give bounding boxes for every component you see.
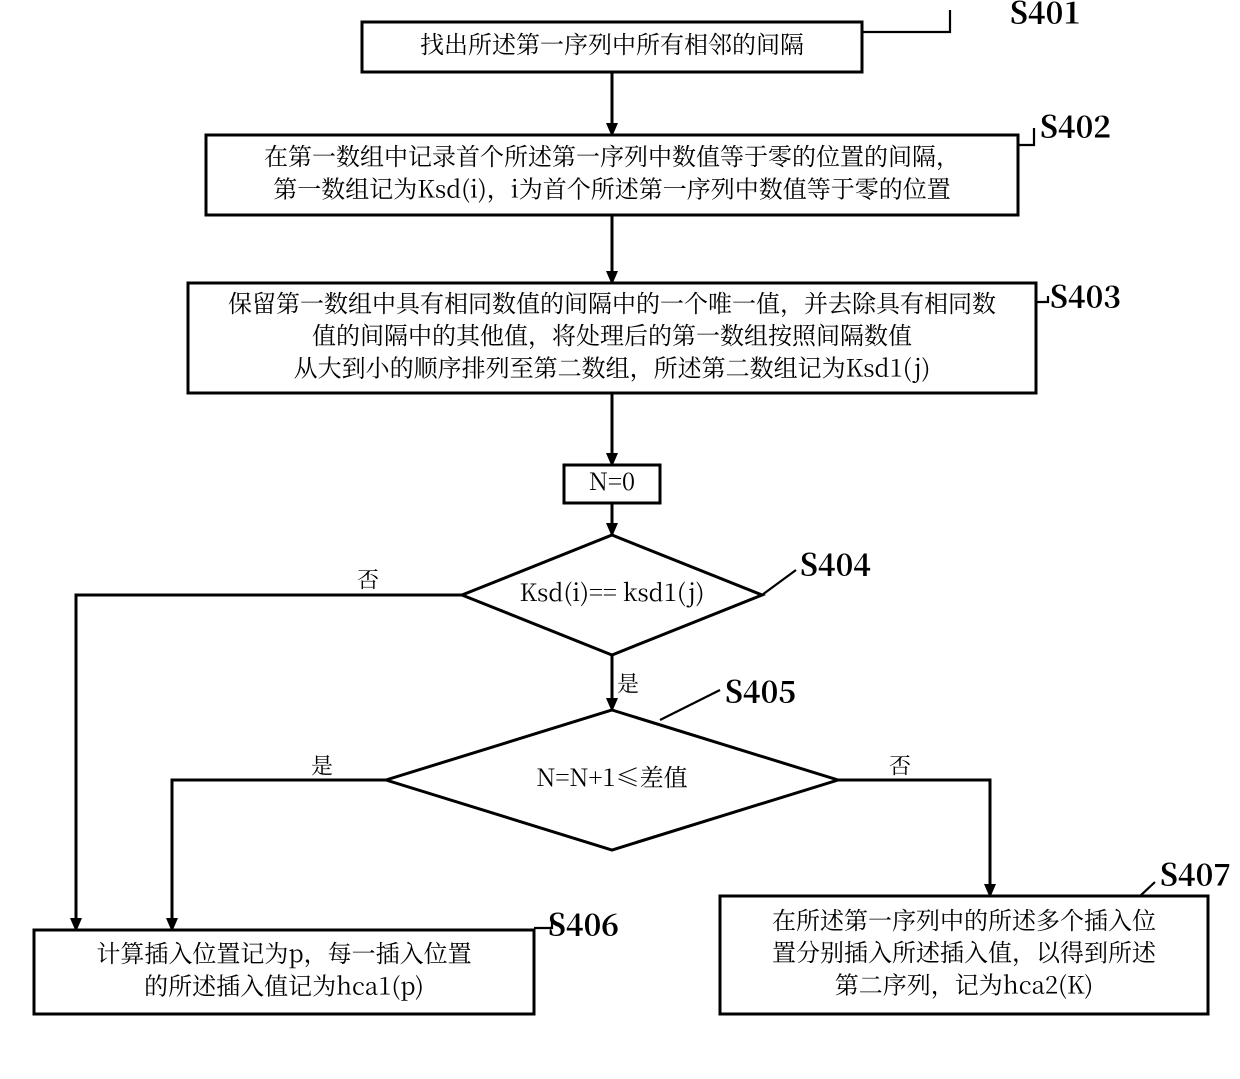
node-text: 找出所述第一序列中所有相邻的间隔 bbox=[420, 25, 804, 60]
flow-node-s406: 计算插入位置记为p，每一插入位置的所述插入值记为hca1(p) bbox=[34, 930, 534, 1014]
edge-label: 是 bbox=[311, 750, 333, 781]
step-label: S405 bbox=[725, 668, 796, 712]
leader-line bbox=[1018, 128, 1034, 145]
node-text: Ksd(i)== ksd1(j) bbox=[520, 573, 705, 608]
node-text: 第一数组记为Ksd(i)，i为首个所述第一序列中数值等于零的位置 bbox=[273, 169, 950, 204]
leader-line bbox=[862, 10, 950, 32]
node-text: 计算插入位置记为p，每一插入位置 bbox=[96, 934, 471, 969]
flow-node-s404: Ksd(i)== ksd1(j) bbox=[462, 535, 762, 655]
flow-edge bbox=[172, 780, 386, 930]
step-label: S401 bbox=[1010, 0, 1081, 33]
leader-line bbox=[1036, 296, 1048, 302]
step-label: S403 bbox=[1050, 273, 1121, 317]
node-text: 的所述插入值记为hca1(p) bbox=[144, 966, 424, 1001]
node-text: 保留第一数组中具有相同数值的间隔中的一个唯一值，并去除具有相同数 bbox=[228, 284, 996, 319]
leader-line bbox=[660, 690, 720, 720]
flow-node-s401: 找出所述第一序列中所有相邻的间隔 bbox=[362, 22, 862, 72]
leader-line bbox=[1140, 882, 1155, 896]
step-label: S406 bbox=[548, 901, 619, 945]
flow-node-s402: 在第一数组中记录首个所述第一序列中数值等于零的位置的间隔，第一数组记为Ksd(i… bbox=[206, 135, 1018, 215]
node-text: 在第一数组中记录首个所述第一序列中数值等于零的位置的间隔， bbox=[264, 137, 960, 172]
flowchart-canvas: 找出所述第一序列中所有相邻的间隔在第一数组中记录首个所述第一序列中数值等于零的位… bbox=[0, 0, 1240, 1079]
node-text: 第二序列，记为hca2(K) bbox=[835, 966, 1093, 1001]
step-label: S402 bbox=[1040, 103, 1111, 147]
edge-label: 否 bbox=[889, 750, 911, 781]
node-text: 从大到小的顺序排列至第二数组，所述第二数组记为Ksd1(j) bbox=[294, 349, 931, 384]
edge-label: 否 bbox=[357, 564, 379, 595]
flow-node-s405: N=N+1≤差值 bbox=[386, 710, 838, 850]
node-text: N=0 bbox=[589, 462, 635, 497]
flow-edge bbox=[76, 595, 462, 930]
flow-node-n0: N=0 bbox=[564, 462, 660, 503]
node-text: 值的间隔中的其他值，将处理后的第一数组按照间隔数值 bbox=[312, 316, 912, 351]
flow-node-s403: 保留第一数组中具有相同数值的间隔中的一个唯一值，并去除具有相同数值的间隔中的其他… bbox=[188, 283, 1036, 393]
step-label: S404 bbox=[800, 541, 871, 585]
flow-node-s407: 在所述第一序列中的所述多个插入位置分别插入所述插入值，以得到所述第二序列，记为h… bbox=[720, 896, 1208, 1014]
edge-label: 是 bbox=[617, 668, 639, 699]
step-label: S407 bbox=[1160, 851, 1231, 895]
node-text: 在所述第一序列中的所述多个插入位 bbox=[772, 901, 1156, 936]
flow-edge bbox=[838, 780, 990, 896]
node-text: 置分别插入所述插入值，以得到所述 bbox=[772, 933, 1156, 968]
node-text: N=N+1≤差值 bbox=[536, 758, 687, 793]
nodes-layer: 找出所述第一序列中所有相邻的间隔在第一数组中记录首个所述第一序列中数值等于零的位… bbox=[34, 22, 1208, 1014]
leader-line bbox=[762, 570, 796, 595]
